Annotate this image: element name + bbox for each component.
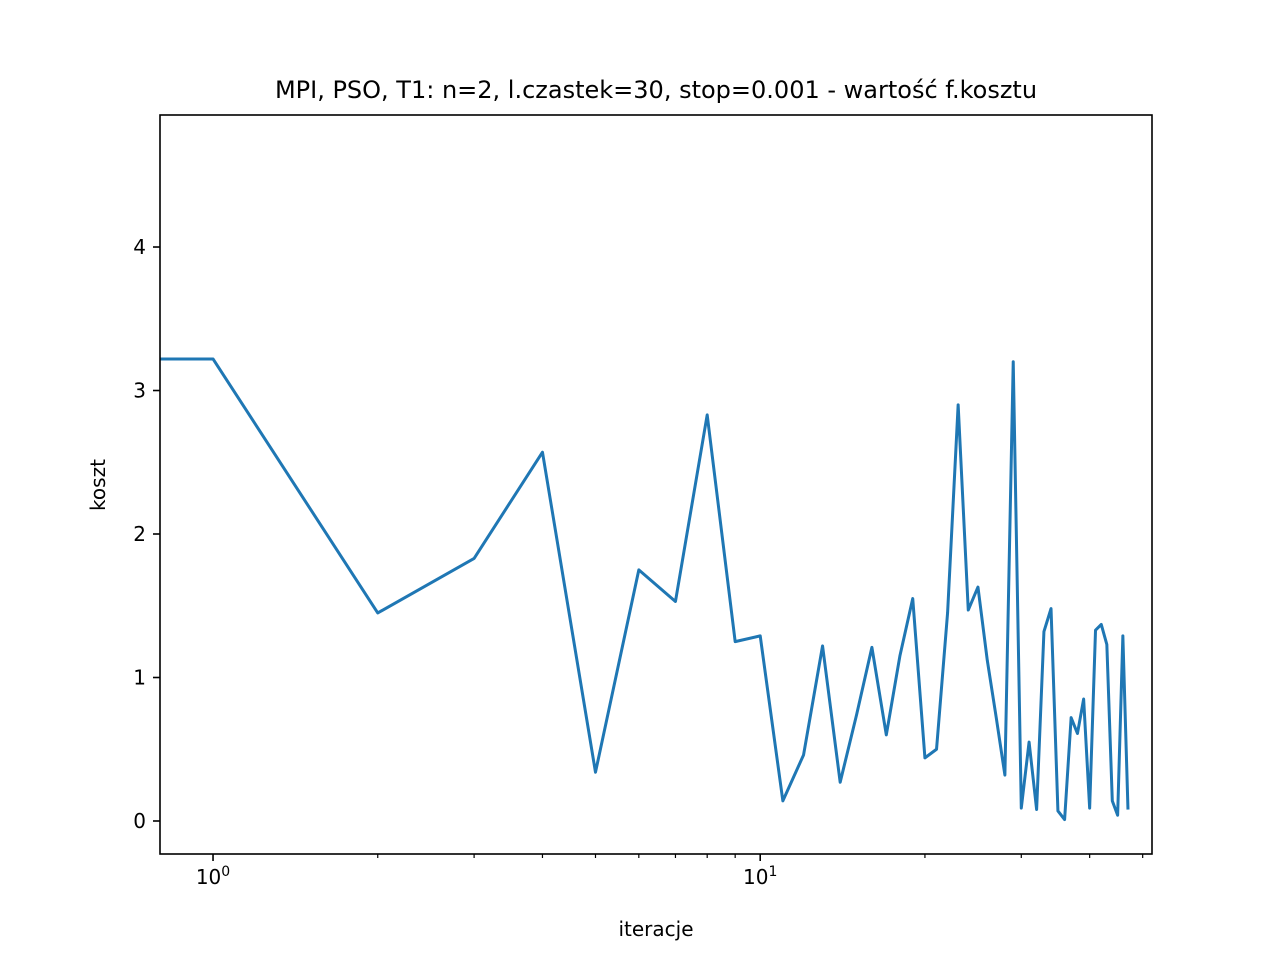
y-tick-label: 0 — [133, 809, 146, 833]
y-tick-label: 3 — [133, 379, 146, 403]
chart-title: MPI, PSO, T1: n=2, l.czastek=30, stop=0.… — [275, 76, 1037, 104]
axes-frame — [159, 114, 1153, 855]
x-axis-label: iteracje — [618, 917, 693, 941]
series-line-0 — [160, 357, 1130, 822]
y-axis-label: koszt — [86, 459, 110, 511]
y-tick-label: 2 — [133, 522, 146, 546]
y-tick-label: 4 — [133, 235, 146, 259]
y-axis: 0 1 2 3 4 — [133, 235, 160, 833]
plot-area — [160, 357, 1130, 822]
y-tick-label: 1 — [133, 666, 146, 690]
